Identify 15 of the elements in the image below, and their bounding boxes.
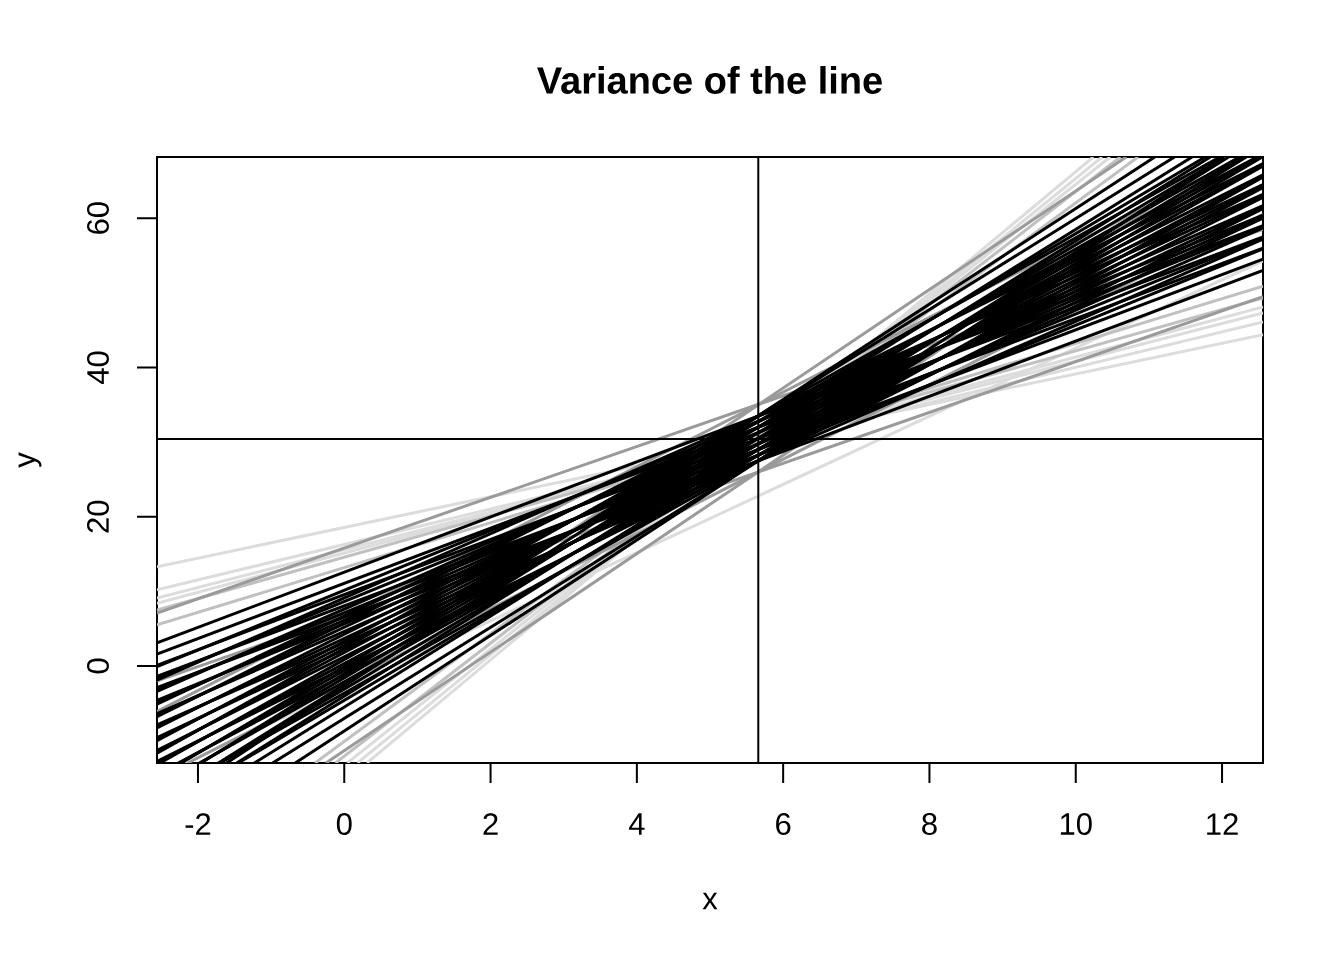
x-tick-label: 8 (922, 813, 937, 835)
y-tick-label: 40 (87, 351, 109, 384)
x-tick-label: 0 (336, 813, 352, 835)
y-tick-label: 0 (87, 658, 109, 674)
y-tick-label: 20 (87, 500, 109, 533)
x-tick-label: -2 (185, 813, 211, 835)
y-tick-label: 60 (87, 202, 109, 234)
y-axis-title: y (18, 452, 42, 468)
x-tick-label: 2 (483, 813, 498, 835)
x-tick-label: 4 (628, 813, 645, 835)
x-tick-label: 10 (1060, 813, 1092, 835)
chart-title: Variance of the line (537, 66, 882, 94)
x-axis-title: x (702, 892, 718, 910)
x-tick-label: 12 (1207, 813, 1238, 835)
x-tick-label: 6 (776, 813, 791, 835)
